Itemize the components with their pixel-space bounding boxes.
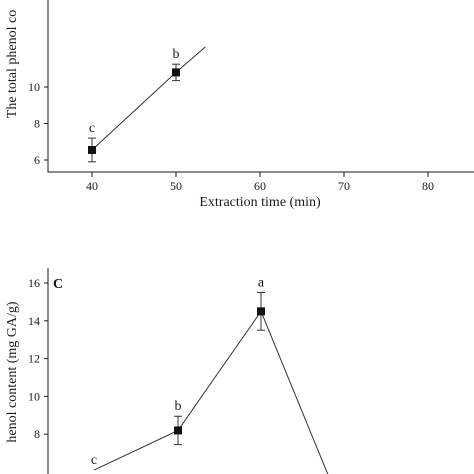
top-significance-label: c <box>89 121 95 136</box>
y-axis-c: 8 10 12 14 16 <box>28 276 48 441</box>
x-tick-label: 40 <box>86 179 98 193</box>
x-axis-top: 40 50 60 70 80 <box>86 172 434 193</box>
panel-label-c: C <box>53 277 63 292</box>
y-tick-label: 14 <box>28 314 40 328</box>
c-significance-label: b <box>175 399 182 414</box>
plot-frame-top <box>47 0 474 173</box>
x-tick-label: 60 <box>254 179 266 193</box>
x-tick-label: 80 <box>422 179 434 193</box>
top-series-line <box>91 46 206 151</box>
series-top: cb <box>88 46 206 163</box>
x-axis-title-top: Extraction time (min) <box>199 195 321 210</box>
x-tick-label: 70 <box>338 179 350 193</box>
c-data-point <box>174 426 182 435</box>
c-series-line <box>93 310 329 474</box>
x-tick-label: 50 <box>170 179 182 193</box>
y-tick-label: 10 <box>28 80 40 94</box>
top-data-point <box>88 145 96 154</box>
y-tick-label: 8 <box>34 117 40 131</box>
y-tick-label: 8 <box>34 427 40 441</box>
c-data-point <box>257 307 265 316</box>
c-significance-label: a <box>258 275 265 290</box>
y-tick-label: 16 <box>28 276 40 290</box>
top-significance-label: b <box>173 47 180 62</box>
c-significance-label: c <box>91 453 97 468</box>
y-tick-label: 10 <box>28 389 40 403</box>
panel-c: 8 10 12 14 16 c b a C henol content (mg GA/g) <box>5 268 329 474</box>
y-axis-top: 6 8 10 <box>28 80 48 167</box>
y-tick-label: 12 <box>28 352 40 366</box>
series-c: c b a <box>91 275 329 474</box>
top-data-point <box>172 68 180 77</box>
y-tick-label: 6 <box>34 153 40 167</box>
y-axis-title-c: henol content (mg GA/g) <box>5 301 20 442</box>
y-axis-title-top: The total phenol co <box>5 10 20 118</box>
